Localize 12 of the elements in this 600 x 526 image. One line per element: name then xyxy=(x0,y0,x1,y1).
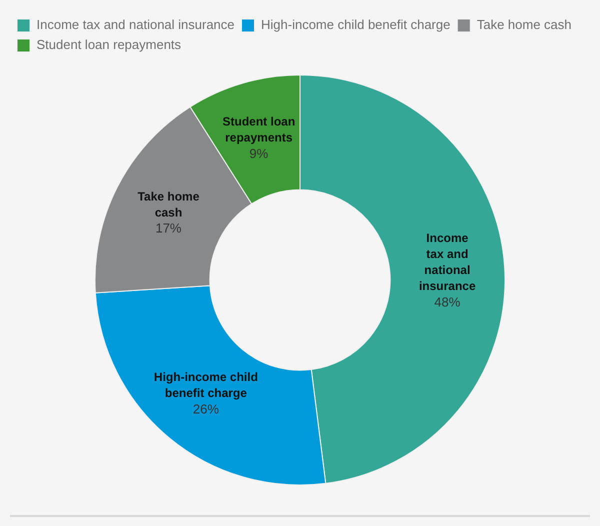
data-label: 26% xyxy=(192,401,220,416)
slice-label: High-income child benefit charge xyxy=(154,370,258,400)
legend-label: High-income child benefit charge xyxy=(261,17,450,32)
slice-label: Take home cash xyxy=(138,189,200,220)
data-label: 17% xyxy=(155,220,182,236)
data-label: 9% xyxy=(249,146,269,161)
data-label: 48% xyxy=(434,294,461,310)
slice-label: Student loan repayments xyxy=(222,114,296,145)
slice-label: Income tax and national insurance xyxy=(418,231,476,294)
legend-label: Student loan repayments xyxy=(36,37,182,52)
legend-label: Income tax and national insurance xyxy=(36,17,235,32)
legend-label: Take home cash xyxy=(476,17,572,32)
